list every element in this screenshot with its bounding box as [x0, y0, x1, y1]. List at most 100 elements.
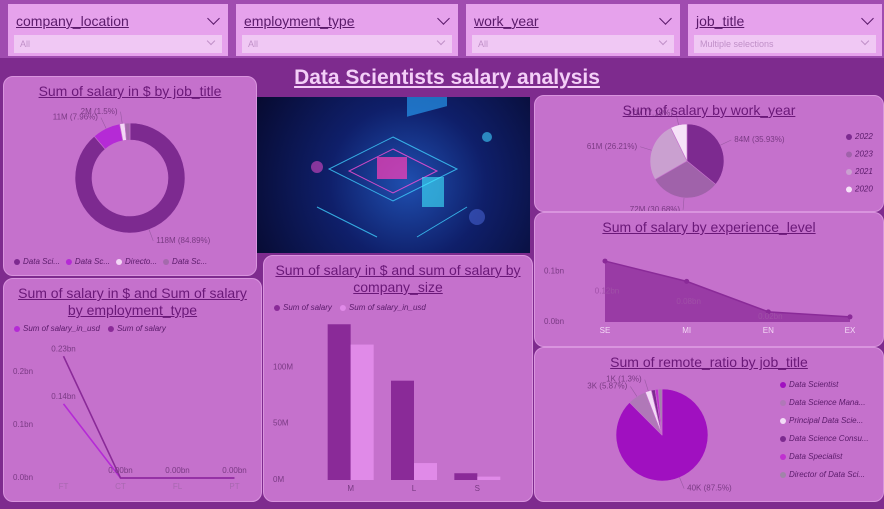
y-tick-label: 0.1bn [13, 420, 33, 429]
slice [657, 388, 663, 436]
data-label: 0.08bn [676, 297, 700, 306]
legend-marker [65, 259, 72, 265]
chart-title: Sum of salary in $ and sum of salary by … [275, 262, 521, 295]
legend-marker [846, 169, 852, 175]
data-label: 118M (84.89%) [156, 236, 210, 245]
chart-title: Sum of salary in $ by job_title [38, 83, 222, 99]
slicer-dropdown[interactable]: Multiple selections [694, 35, 876, 53]
chart: Sum of salary Sum of salary_in_usd 0M 50M 10… [273, 303, 501, 493]
legend-marker [163, 259, 170, 265]
chart-title: Sum of salary by experience_level [602, 219, 816, 235]
slicer[interactable]: job_title Multiple selections [688, 4, 882, 56]
slicer-label: employment_type [244, 13, 355, 29]
data-label: 0.12bn [595, 287, 619, 296]
legend-label: Data Science Mana... [789, 398, 865, 407]
legend-label: Data Science Consu... [789, 434, 869, 443]
legend-label: Sum of salary_in_usd [349, 303, 426, 312]
bar [477, 476, 501, 480]
legend-label: Directo... [125, 257, 157, 266]
line [62, 403, 235, 479]
data-label: 1K (1.3%) [606, 375, 642, 384]
legend-marker [14, 326, 20, 332]
x-tick-label: MI [682, 326, 691, 335]
data-label: 61M (26.21%) [587, 142, 638, 151]
data-label: 17M (7.18%) [627, 108, 673, 117]
x-tick-label: SE [600, 326, 611, 335]
label-leader [640, 146, 652, 151]
legend-marker [780, 436, 786, 442]
slicer-dropdown[interactable]: All [242, 35, 452, 53]
label-leader [100, 117, 107, 129]
chart: Sum of salary_in_usd Sum of salary 0.0bn 0.… [13, 324, 247, 491]
legend-marker [780, 400, 786, 406]
chart-title: Sum of salary by work_year [622, 102, 796, 118]
legend-marker [780, 472, 786, 478]
legend-label: Data Scientist [789, 380, 839, 389]
x-tick-label: CT [115, 482, 126, 491]
legend-label: 2023 [854, 150, 873, 159]
data-label: 0.00bn [222, 466, 246, 475]
legend-marker [274, 305, 280, 311]
x-tick-label: L [412, 484, 417, 493]
legend-marker [846, 151, 852, 158]
legend-label: Sum of salary [283, 303, 333, 312]
label-leader [148, 229, 154, 241]
data-label: 0.23bn [51, 344, 75, 353]
y-tick-label: 0.2bn [13, 367, 33, 376]
legend-label: Data Specialist [789, 452, 843, 461]
chart-panel: 40K (87.5%) 3K (5.87%) 1K (1.3%) Data Scien… [534, 347, 884, 502]
legend-label: Data Sci... [23, 257, 60, 266]
label-leader [720, 139, 732, 146]
legend-marker [339, 305, 346, 311]
bar [350, 344, 374, 480]
label-leader [120, 111, 123, 124]
slicer[interactable]: employment_type All [236, 4, 458, 56]
data-label: 72M (30.68%) [630, 205, 681, 212]
chart: 84M (35.93%) 72M (30.68%) 61M (26.21%) 17M … [587, 108, 873, 212]
slicer-dropdown[interactable]: All [14, 35, 222, 53]
chart: 118M (84.89%) 11M (7.96%)2M (1.5%) Data Sc… [14, 107, 211, 266]
slicer[interactable]: work_year All [466, 4, 680, 56]
x-tick-label: M [347, 484, 354, 493]
chart: 0.0bn 0.1bn SE MI EN EX 0.12bn 0.08bn 0.02bn [544, 258, 856, 335]
label-leader [630, 386, 638, 397]
chart-panel: 118M (84.89%) 11M (7.96%) 2M (1.5%) Data Sc… [3, 76, 257, 276]
point [602, 258, 608, 264]
data-label: 84M (35.93%) [734, 135, 785, 144]
slicer-label: work_year [474, 13, 539, 29]
legend-label: Data Sc... [172, 257, 207, 266]
line [62, 355, 235, 479]
hero-image [257, 97, 530, 253]
legend-label: Sum of salary_in_usd [23, 324, 100, 333]
chart-panel: Sum of salary Sum of salary_in_usd 0M 50M 10… [263, 255, 533, 502]
slice [670, 123, 688, 162]
y-tick-label: 0.0bn [13, 473, 33, 482]
x-tick-label: EN [763, 326, 774, 335]
bar [327, 324, 351, 480]
slicer-value: Multiple selections [700, 39, 774, 49]
legend-label: Director of Data Sci... [789, 470, 865, 479]
slicer-dropdown[interactable]: All [472, 35, 674, 53]
legend-marker [107, 326, 114, 332]
legend-marker [780, 382, 786, 388]
slice [654, 160, 717, 199]
slicer[interactable]: company_location All [8, 4, 228, 56]
data-label: 0.02bn [758, 312, 782, 321]
legend-label: 2022 [854, 132, 873, 141]
x-tick-label: S [475, 484, 480, 493]
x-tick-label: FL [173, 482, 183, 491]
point [765, 309, 771, 315]
chart-panel: 0.0bn 0.1bn SE MI EN EX 0.12bn 0.08bn 0.02bn Sum … [534, 212, 884, 347]
legend-label: 2020 [854, 185, 873, 194]
data-label: 0.14bn [51, 392, 75, 401]
y-tick-label: 0.0bn [544, 317, 564, 326]
data-label: 2M (1.5%) [81, 107, 118, 116]
bar [391, 380, 414, 480]
label-leader [644, 379, 649, 392]
slicer-label: company_location [16, 13, 129, 29]
filter-bar: company_location All employment_type All… [0, 0, 884, 58]
slice [74, 122, 186, 234]
slicer-value: All [20, 39, 31, 49]
legend-marker [846, 134, 852, 140]
